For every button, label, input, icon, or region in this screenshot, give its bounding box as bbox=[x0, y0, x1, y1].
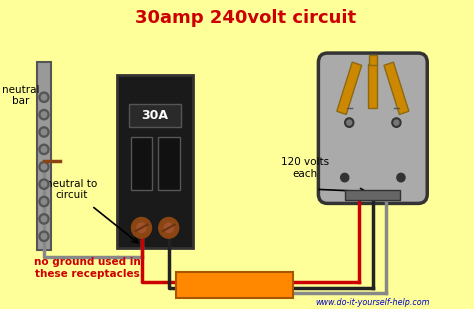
Circle shape bbox=[39, 231, 49, 241]
Circle shape bbox=[39, 162, 49, 172]
Circle shape bbox=[345, 118, 354, 127]
Polygon shape bbox=[337, 62, 362, 114]
FancyBboxPatch shape bbox=[36, 62, 51, 250]
Circle shape bbox=[159, 218, 179, 238]
Circle shape bbox=[394, 120, 399, 125]
Circle shape bbox=[41, 216, 47, 222]
Circle shape bbox=[164, 223, 173, 233]
FancyBboxPatch shape bbox=[158, 137, 180, 190]
Circle shape bbox=[131, 218, 152, 238]
Circle shape bbox=[41, 112, 47, 117]
FancyBboxPatch shape bbox=[176, 272, 293, 298]
Circle shape bbox=[41, 146, 47, 152]
Circle shape bbox=[41, 234, 47, 239]
Circle shape bbox=[41, 164, 47, 170]
Polygon shape bbox=[369, 55, 377, 65]
Circle shape bbox=[39, 127, 49, 137]
Text: www.do-it-yourself-help.com: www.do-it-yourself-help.com bbox=[316, 298, 430, 307]
Circle shape bbox=[39, 214, 49, 224]
Circle shape bbox=[41, 129, 47, 135]
Text: 10/3 cable
no ground: 10/3 cable no ground bbox=[204, 274, 265, 296]
Circle shape bbox=[39, 179, 49, 189]
Circle shape bbox=[347, 120, 352, 125]
Circle shape bbox=[397, 173, 405, 182]
Circle shape bbox=[341, 173, 349, 182]
Circle shape bbox=[41, 95, 47, 100]
Text: 120 volts
each: 120 volts each bbox=[281, 157, 329, 179]
Circle shape bbox=[392, 118, 401, 127]
Circle shape bbox=[39, 109, 49, 120]
FancyBboxPatch shape bbox=[131, 137, 152, 190]
Text: neutral to
circuit: neutral to circuit bbox=[46, 179, 97, 200]
Polygon shape bbox=[384, 62, 409, 114]
FancyBboxPatch shape bbox=[345, 190, 401, 200]
Text: 30A: 30A bbox=[142, 108, 169, 121]
Text: no ground used in
these receptacles: no ground used in these receptacles bbox=[34, 257, 140, 279]
Text: neutral
bar: neutral bar bbox=[1, 85, 39, 106]
Circle shape bbox=[39, 92, 49, 102]
Polygon shape bbox=[368, 64, 377, 108]
Circle shape bbox=[39, 144, 49, 154]
FancyBboxPatch shape bbox=[129, 104, 181, 127]
Text: 30amp 240volt circuit: 30amp 240volt circuit bbox=[135, 9, 356, 27]
FancyBboxPatch shape bbox=[117, 75, 193, 248]
FancyBboxPatch shape bbox=[319, 53, 427, 203]
Circle shape bbox=[41, 199, 47, 204]
Circle shape bbox=[39, 196, 49, 207]
Circle shape bbox=[41, 181, 47, 187]
Circle shape bbox=[137, 223, 146, 233]
